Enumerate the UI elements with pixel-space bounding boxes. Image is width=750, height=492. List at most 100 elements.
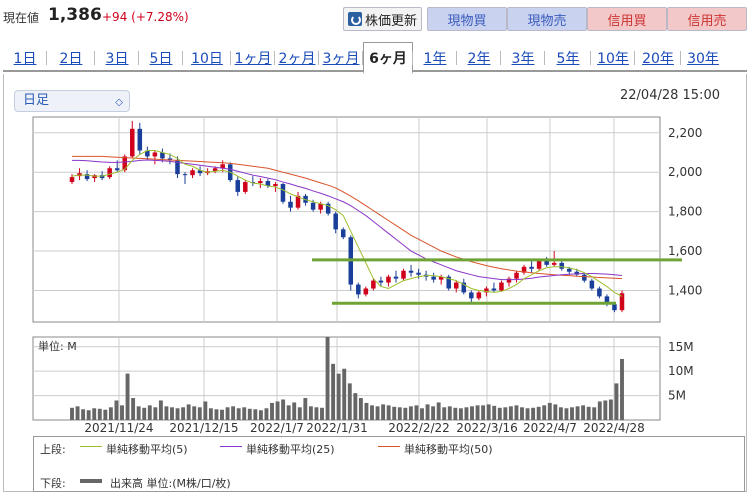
candle-body: [408, 270, 414, 273]
volume-bar: [436, 402, 441, 420]
quote-header: 現在値 1,386 +94 (+7.28%) 株価更新 現物買 現物売 信用買 …: [0, 0, 750, 38]
legend-ma5: 単純移動平均(5): [106, 443, 188, 456]
legend-ma50-swatch: [378, 446, 400, 447]
volume-bar: [214, 409, 219, 420]
spot-sell-button[interactable]: 現物売: [507, 7, 587, 31]
x-tick-label: 2022/1/31: [306, 421, 368, 435]
tab-separator: [456, 51, 457, 65]
tab-10日[interactable]: 10日: [191, 51, 223, 67]
tab-2ヶ月[interactable]: 2ヶ月: [278, 51, 316, 67]
tab-separator: [634, 51, 635, 65]
volume-bar: [375, 406, 380, 420]
tab-3日[interactable]: 3日: [105, 51, 129, 67]
tab-2日[interactable]: 2日: [59, 51, 83, 67]
volume-bar: [175, 408, 180, 420]
candle-body: [122, 156, 127, 171]
legend-ma25: 単純移動平均(25): [246, 443, 335, 456]
volume-bar: [358, 398, 363, 420]
candle-body: [453, 282, 459, 289]
chevron-updown-icon: ◇: [115, 97, 123, 108]
tab-20年[interactable]: 20年: [642, 51, 674, 67]
tab-2年[interactable]: 2年: [467, 51, 491, 67]
legend-ma50: 単純移動平均(50): [404, 443, 493, 456]
legend-ma25-swatch: [220, 446, 242, 447]
tab-5日[interactable]: 5日: [149, 51, 173, 67]
volume-bar: [225, 407, 230, 420]
tab-30年[interactable]: 30年: [687, 51, 719, 67]
candle-body: [182, 174, 188, 176]
price-plot-area: [32, 116, 661, 323]
volume-bar: [164, 406, 169, 420]
tab-3年[interactable]: 3年: [511, 51, 535, 67]
volume-bar: [403, 407, 408, 420]
x-tick-label: 2022/2/22: [388, 421, 450, 435]
volume-bar: [531, 407, 536, 420]
candle-body: [604, 296, 610, 305]
volume-bar: [286, 405, 291, 420]
volume-bar: [114, 400, 119, 420]
candle-body: [589, 280, 595, 289]
x-tick-label: 2022/4/28: [583, 421, 645, 435]
period-select[interactable]: 日足 ◇: [14, 90, 130, 112]
y-tick-label: 2,200: [668, 126, 702, 140]
candle-body: [280, 184, 286, 202]
candle-body: [340, 229, 346, 238]
volume-bar: [247, 408, 252, 420]
spot-buy-button[interactable]: 現物買: [427, 7, 507, 31]
candle-body: [265, 181, 271, 186]
volume-bar: [275, 401, 280, 420]
tab-1年[interactable]: 1年: [423, 51, 447, 67]
period-select-value: 日足: [23, 93, 50, 108]
volume-bar: [458, 408, 463, 420]
volume-tick-label: 5M: [668, 389, 686, 403]
tab-1ヶ月[interactable]: 1ヶ月: [234, 51, 272, 67]
candle-body: [559, 262, 564, 269]
volume-bar: [397, 407, 402, 420]
tab-5年[interactable]: 5年: [556, 51, 580, 67]
volume-bar: [525, 408, 530, 420]
chart-legend: 上段: 単純移動平均(5) 単純移動平均(25) 単純移動平均(50) 下段: …: [33, 436, 745, 492]
volume-bar: [158, 400, 163, 420]
volume-bar: [242, 407, 247, 420]
volume-bar: [464, 407, 469, 420]
candle-body: [258, 181, 263, 184]
current-price-value: 1,386: [48, 5, 102, 25]
volume-bar: [264, 408, 269, 420]
candle-body: [318, 203, 323, 210]
candle-body: [484, 288, 489, 293]
candle-body: [69, 177, 75, 183]
tab-separator: [412, 51, 413, 65]
tab-6ヶ月[interactable]: 6ヶ月: [363, 42, 413, 74]
candle-body: [612, 304, 617, 311]
candle-body: [582, 274, 587, 281]
volume-bar: [292, 402, 297, 420]
tab-10年[interactable]: 10年: [597, 51, 629, 67]
price-change: +94 (+7.28%): [102, 10, 189, 24]
volume-bar: [603, 400, 608, 420]
y-tick-label: 1,600: [668, 244, 702, 258]
volume-bar: [120, 405, 124, 420]
volume-bar: [342, 368, 347, 420]
volume-bar: [514, 405, 519, 420]
tab-3ヶ月[interactable]: 3ヶ月: [322, 51, 360, 67]
candle-body: [431, 276, 436, 280]
candle-body: [393, 276, 399, 279]
candle-body: [84, 174, 90, 180]
candle-body: [295, 195, 301, 208]
volume-bar: [575, 406, 580, 420]
candle-body: [356, 284, 361, 295]
candle-body: [145, 150, 150, 157]
margin-sell-button[interactable]: 信用売: [667, 7, 747, 31]
refresh-price-button[interactable]: 株価更新: [343, 7, 422, 31]
volume-bar: [414, 405, 419, 420]
tab-separator: [680, 51, 681, 65]
margin-buy-button[interactable]: 信用買: [587, 7, 667, 31]
legend-volume: 出来高 単位:(M株/口/枚): [110, 477, 231, 490]
volume-bar: [153, 407, 158, 420]
volume-bar: [108, 407, 113, 420]
volume-bar: [553, 404, 558, 420]
volume-bar: [131, 398, 136, 420]
tab-1日[interactable]: 1日: [13, 51, 37, 67]
volume-bar: [470, 406, 474, 420]
